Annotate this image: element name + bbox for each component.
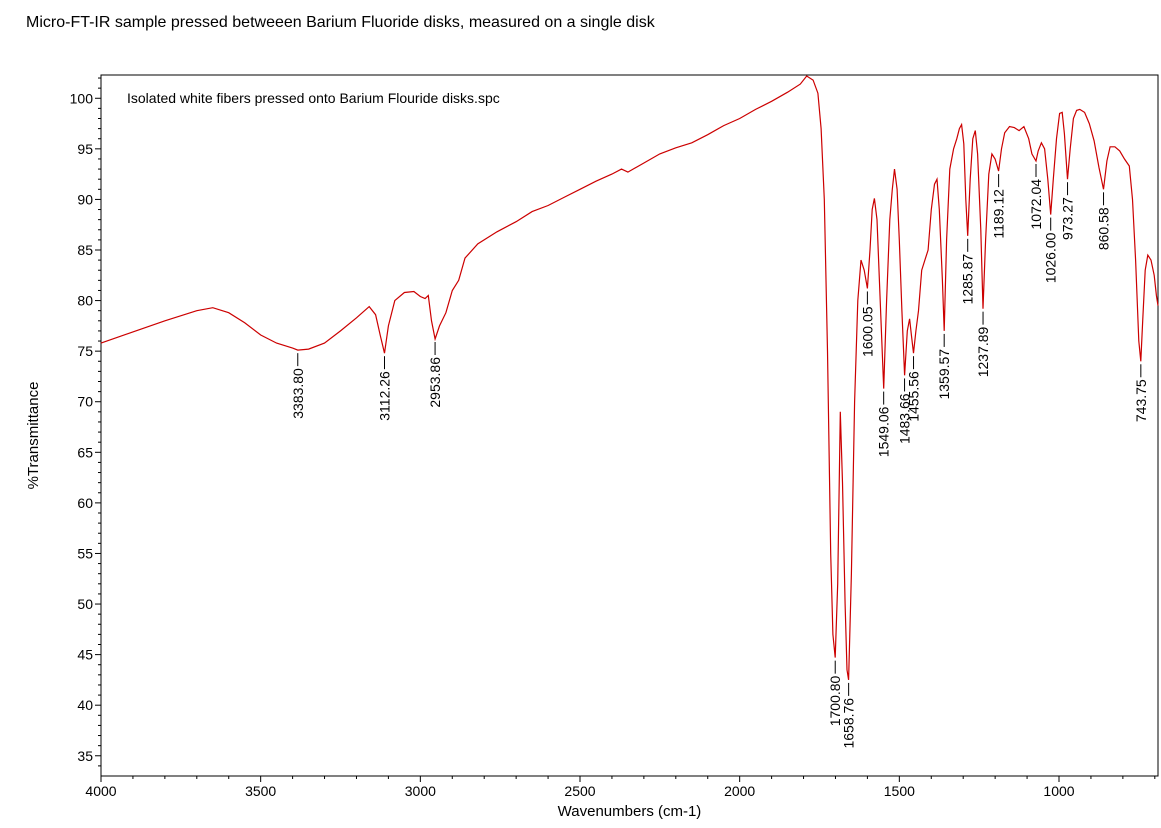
y-tick-label: 85 [77,242,93,258]
x-tick-label: 3500 [245,783,276,799]
x-axis: 4000 3500 3000 2500 2000 1500 1000 [85,776,1156,799]
peak-label: 1700.80 [827,675,843,726]
y-axis-label: %Transmittance [25,382,42,490]
x-tick-label: 2000 [724,783,755,799]
peak-label: 973.27 [1060,197,1076,240]
peak-label: 1237.89 [975,326,991,377]
x-axis-label: Wavenumbers (cm-1) [558,803,702,820]
x-tick-label: 2500 [564,783,595,799]
y-tick-label: 60 [77,495,93,511]
peak-label: 1658.76 [841,698,857,749]
peak-label: 2953.86 [427,357,443,408]
inner-title: Isolated white fibers pressed onto Bariu… [127,90,500,106]
y-tick-label: 100 [70,90,94,106]
y-tick-label: 55 [77,545,93,561]
peak-label: 1026.00 [1043,232,1059,283]
y-tick-label: 90 [77,191,93,207]
y-tick-label: 40 [77,697,93,713]
peak-label: 743.75 [1133,379,1149,422]
x-tick-label: 4000 [85,783,116,799]
y-tick-label: 75 [77,343,93,359]
x-tick-label: 1000 [1043,783,1074,799]
y-tick-label: 45 [77,647,93,663]
peak-label: 1455.56 [906,371,922,422]
y-tick-label: 95 [77,141,93,157]
y-axis: 35 40 45 50 55 60 65 70 75 80 85 90 95 100 [70,77,101,767]
peak-label: 1072.04 [1028,179,1044,230]
peak-label: 3112.26 [376,371,392,421]
peak-label: 3383.80 [290,368,306,419]
peak-label: 1549.06 [876,406,892,457]
y-tick-label: 80 [77,293,93,309]
peak-label: 1359.57 [936,349,952,400]
y-tick-label: 35 [77,748,93,764]
x-tick-label: 1500 [884,783,915,799]
peak-label: 1189.12 [991,189,1007,239]
peak-label: 1600.05 [859,306,875,357]
peak-label: 860.58 [1096,207,1112,250]
peak-label: 1483.66 [897,393,913,444]
page-title: Micro-FT-IR sample pressed betweeen Bari… [26,14,655,31]
x-tick-label: 3000 [405,783,436,799]
plot-area [100,74,1159,777]
spectrum-line [100,75,1159,680]
y-tick-label: 70 [77,394,93,410]
y-tick-label: 50 [77,596,93,612]
peak-label: 1285.87 [960,254,976,305]
y-tick-label: 65 [77,444,93,460]
